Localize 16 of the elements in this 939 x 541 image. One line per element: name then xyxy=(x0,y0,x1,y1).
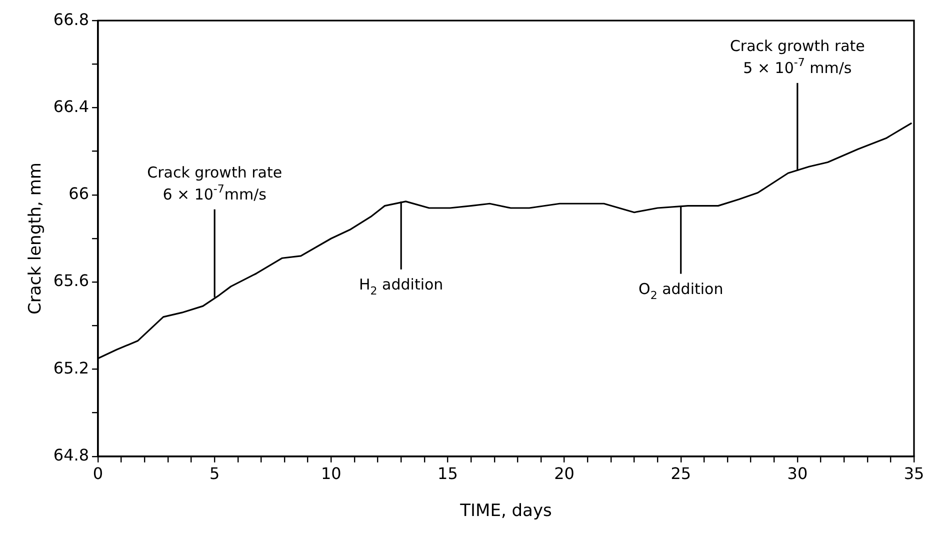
y-tick-label: 66.4 xyxy=(53,96,90,116)
x-tick-label: 5 xyxy=(210,464,220,484)
x-tick-label: 0 xyxy=(92,464,104,484)
y-tick-label: 65.6 xyxy=(53,271,90,290)
y-axis-title: Crack length, mm xyxy=(26,162,46,314)
x-tick-label: 30 xyxy=(787,464,808,484)
y-tick-label: 65.2 xyxy=(53,358,90,378)
x-tick-label: 15 xyxy=(438,464,458,484)
y-tick-label: 66 xyxy=(68,184,90,204)
x-axis-title: TIME, days xyxy=(459,501,552,522)
x-tick-label: 10 xyxy=(320,464,342,484)
y-tick-label: 66.8 xyxy=(53,10,90,29)
y-tick-label: 64.8 xyxy=(53,446,90,465)
x-tick-label: 25 xyxy=(670,464,692,484)
x-tick-label: 20 xyxy=(554,464,574,484)
x-tick-label: 35 xyxy=(904,464,924,484)
